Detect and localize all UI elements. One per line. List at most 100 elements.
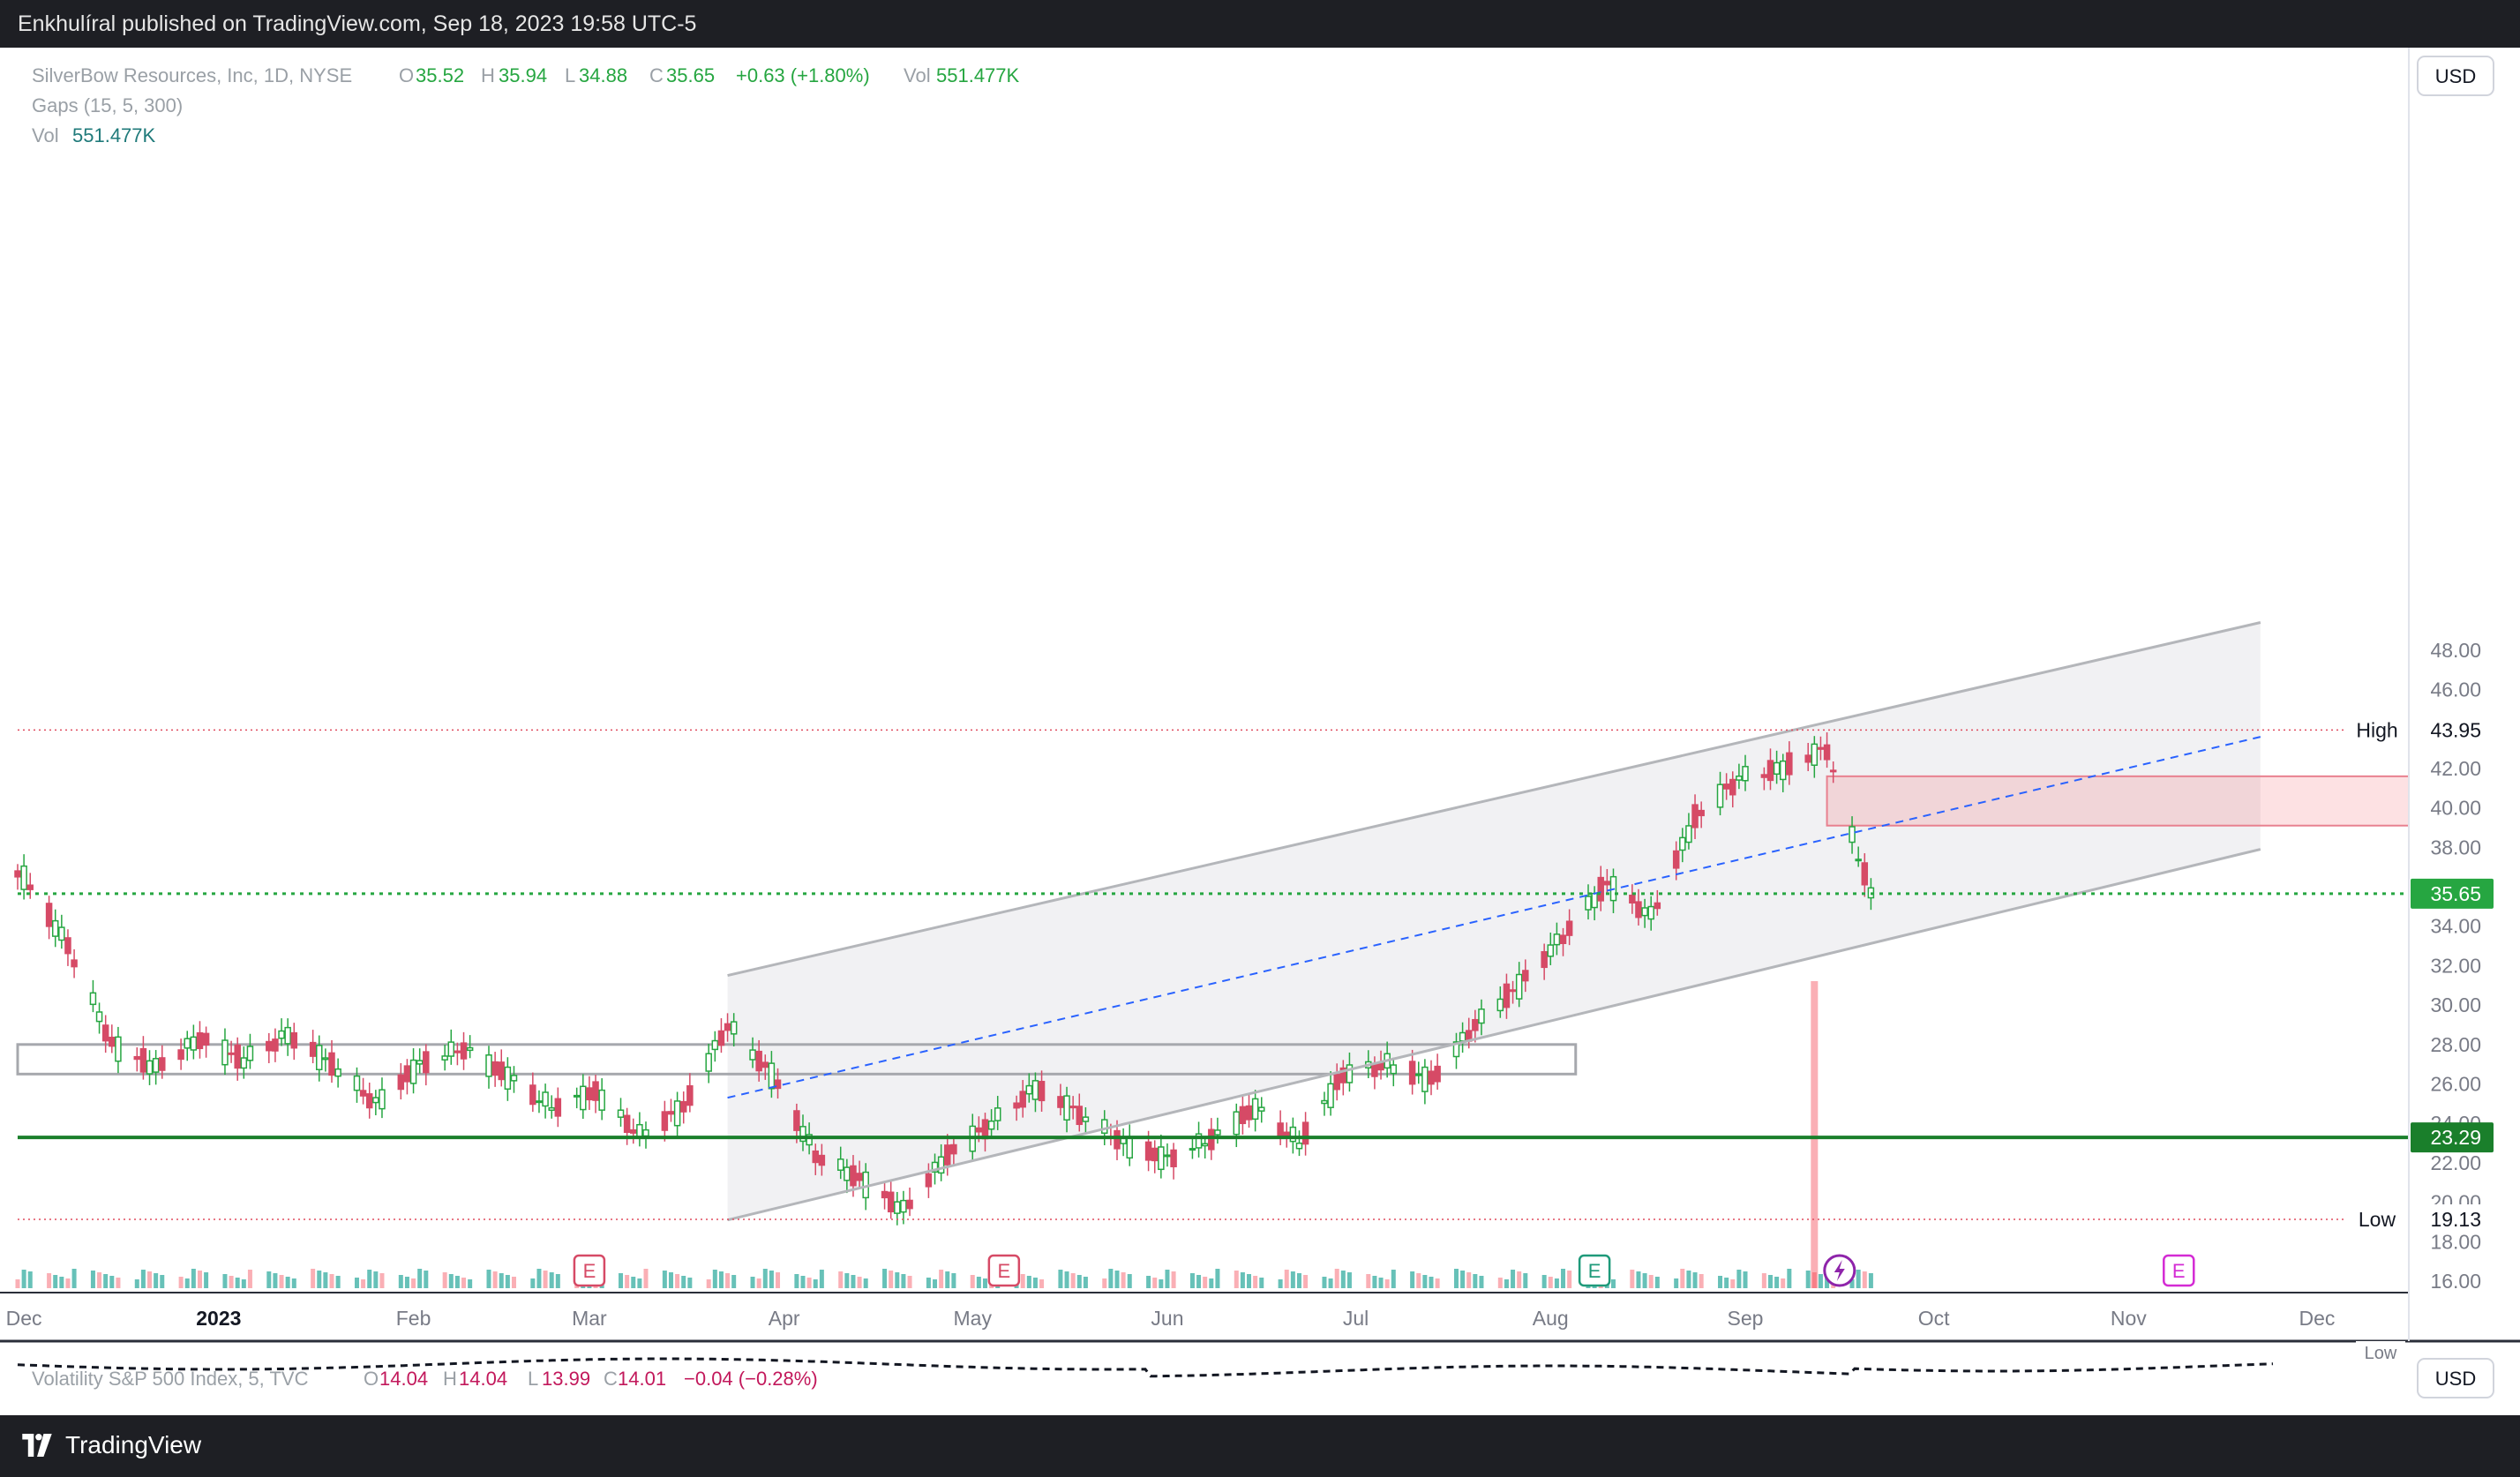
candle-body (987, 1120, 995, 1130)
earnings-marker-may[interactable] (987, 1254, 1021, 1287)
earnings-marker-nov-label: E (2172, 1260, 2186, 1282)
vix-currency-button[interactable] (2417, 1358, 2494, 1398)
volume-bar (1146, 1276, 1151, 1288)
earnings-marker-may-label: E (997, 1260, 1010, 1282)
vix-line (17, 1357, 2274, 1378)
volume-bar (933, 1279, 938, 1288)
volume-bar (889, 1271, 894, 1288)
volume-bar (982, 1278, 987, 1288)
volume-bar (492, 1271, 498, 1288)
candle-body (58, 926, 65, 941)
vix-low-tag (2356, 1341, 2405, 1362)
candle-body (328, 1052, 335, 1076)
earnings-marker-nov[interactable] (2163, 1254, 2195, 1287)
candle-body (460, 1042, 468, 1060)
candle-body (152, 1058, 160, 1073)
candle-body (498, 1061, 505, 1081)
earnings-marker-mar[interactable] (573, 1254, 606, 1287)
candle-body (1641, 907, 1648, 917)
volume-bar (468, 1279, 473, 1288)
candle-body (322, 1057, 329, 1061)
volume-bar (1523, 1273, 1528, 1288)
candle-body (423, 1051, 430, 1074)
volume-bar (1334, 1269, 1339, 1288)
volume-bar (1554, 1278, 1559, 1288)
volume-bar (191, 1269, 196, 1288)
volume-bar (1189, 1273, 1195, 1288)
candle-body (580, 1085, 587, 1111)
tradingview-logo[interactable]: TradingView (18, 1431, 201, 1459)
candle-body (1019, 1091, 1026, 1108)
volume-bar (154, 1273, 159, 1288)
volume-bar (750, 1277, 755, 1288)
volume-bar (1064, 1271, 1069, 1288)
candle-body (1013, 1102, 1020, 1109)
volume-bar (794, 1274, 799, 1288)
volume-bar (1039, 1279, 1045, 1288)
legend-vol2-label: Vol (32, 124, 59, 146)
last-price-tag (2411, 878, 2494, 909)
candle-body (491, 1061, 499, 1076)
legend-open: 35.52 (416, 64, 464, 86)
candle-body (1654, 902, 1661, 910)
volume-bar (448, 1274, 454, 1288)
support-tag (2411, 1122, 2494, 1153)
x-tick-label: Jun (1151, 1307, 1183, 1330)
high-tag (2411, 715, 2494, 746)
x-tick-label: Oct (1918, 1307, 1950, 1330)
candle-body (1478, 1008, 1485, 1024)
candle-body (1559, 934, 1567, 944)
candle-body (598, 1089, 605, 1111)
volume-bar (1159, 1279, 1164, 1288)
volume-bar (235, 1278, 240, 1288)
candle-body (799, 1126, 806, 1143)
candle-body (309, 1041, 317, 1057)
volume-bar (675, 1274, 680, 1288)
candle-body (1189, 1148, 1196, 1151)
candle-body (1170, 1149, 1177, 1167)
volume-bar (1102, 1278, 1107, 1288)
volume-bar (204, 1272, 209, 1288)
candle-body (64, 937, 71, 955)
candle-body (793, 1110, 800, 1131)
candle-body (1855, 858, 1862, 862)
candle-body (1565, 920, 1573, 936)
candle-body (944, 1144, 951, 1166)
high-label-bg (2347, 715, 2407, 746)
volume-bar (1730, 1279, 1736, 1288)
volume-bar (53, 1275, 58, 1288)
earnings-marker-aug[interactable] (1578, 1254, 1611, 1287)
candle-body (1635, 901, 1642, 918)
volume-bar (1209, 1278, 1214, 1288)
volume-bar (1680, 1269, 1685, 1288)
legend-change: +0.63 (+1.80%) (736, 64, 870, 86)
candle-body (1509, 989, 1517, 993)
volume-bar (718, 1271, 724, 1288)
volume-bar (266, 1271, 272, 1288)
volume-bar (323, 1272, 328, 1288)
earnings-marker-aug-label: E (1588, 1260, 1601, 1282)
high-value: 43.95 (2430, 718, 2481, 741)
volume-bar (147, 1271, 153, 1288)
candle-body (1126, 1136, 1133, 1159)
volume-bar (945, 1271, 950, 1288)
volume-bar (662, 1271, 667, 1288)
volume-bar (47, 1273, 52, 1288)
volume-bar (1636, 1271, 1641, 1288)
volume-bar (361, 1279, 366, 1288)
currency-button[interactable] (2417, 56, 2494, 96)
volume-bar (1215, 1269, 1220, 1288)
candle-body (1321, 1099, 1328, 1105)
candle-body (1114, 1129, 1121, 1150)
volume-bar (1290, 1271, 1295, 1288)
volume-bar (1674, 1278, 1679, 1288)
volume-bar (329, 1274, 334, 1288)
candle-body (812, 1150, 819, 1164)
volume-bar (1648, 1275, 1654, 1288)
candle-body (234, 1044, 241, 1069)
volume-bar (373, 1271, 379, 1288)
volume-bar (505, 1275, 510, 1288)
volume-bar (1372, 1276, 1377, 1288)
candle-body (1679, 836, 1686, 851)
